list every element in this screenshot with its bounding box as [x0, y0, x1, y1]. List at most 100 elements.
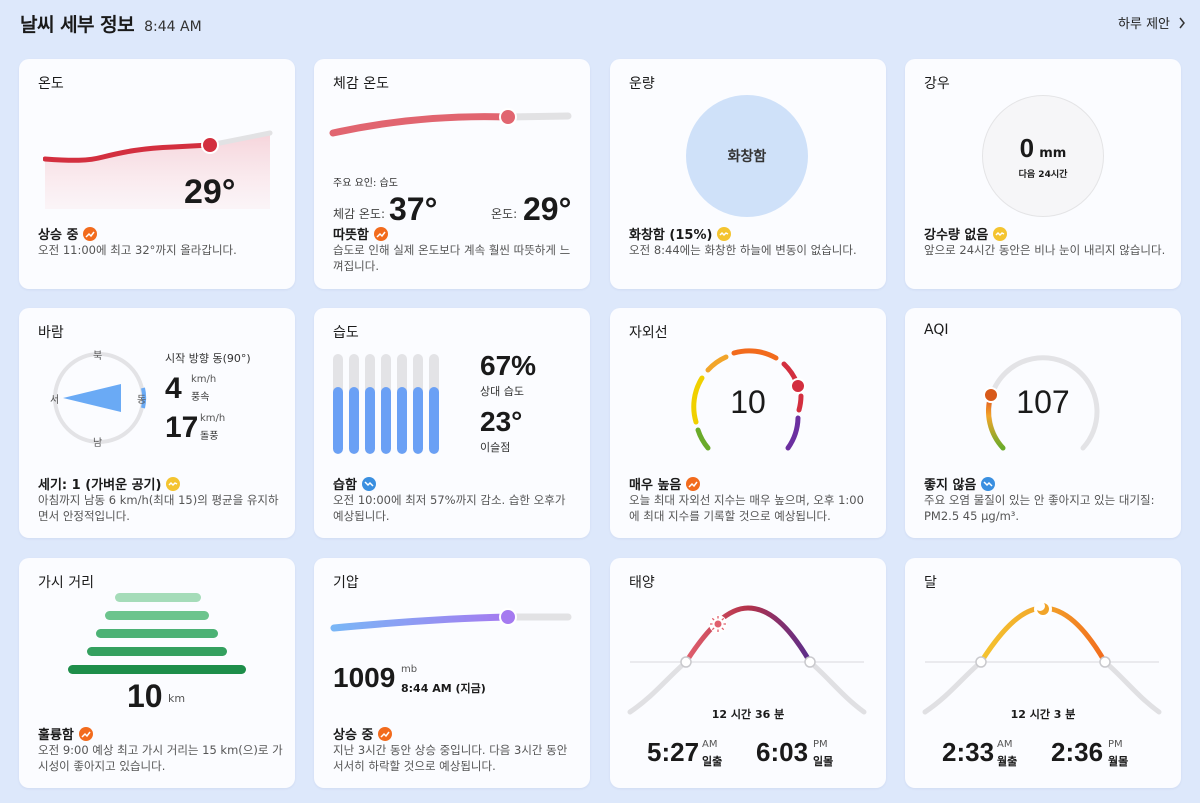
pressure-time: 8:44 AM (지금) [401, 682, 486, 695]
card-title: AQI [924, 322, 949, 338]
moonrise-ampm: AM [997, 739, 1013, 750]
moonset-time: 2:36 [1051, 737, 1104, 767]
humidity-label: 상대 습도 [480, 385, 524, 398]
page-time: 8:44 AM [144, 19, 202, 35]
status-text: 따뜻함 [333, 228, 369, 243]
humidity-bar [397, 354, 407, 454]
sunrise-ampm: AM [702, 739, 718, 750]
description: 앞으로 24시간 동안은 비나 눈이 내리지 않습니다. [924, 243, 1166, 257]
sunset-ampm: PM [813, 739, 828, 750]
precipitation-circle [982, 95, 1104, 217]
description: 오전 9:00 예상 최고 가시 거리는 15 km(으)로 가시성이 좋아지고… [38, 743, 283, 773]
dew-point-label: 이슬점 [480, 441, 511, 454]
precipitation-period: 다음 24시간 [1018, 170, 1068, 180]
temperature-trend-chart [43, 130, 273, 209]
card-title: 기압 [333, 575, 359, 591]
status-text: 상승 중 [38, 228, 79, 243]
humidity-bars [333, 354, 445, 454]
visibility-bars-chart [68, 593, 246, 674]
card-title: 달 [924, 575, 937, 591]
humidity-bar-fill [333, 387, 343, 454]
pressure-unit: mb [401, 664, 418, 675]
moonset-label: 월몰 [1108, 755, 1129, 768]
compass-north-label: 북 [93, 351, 103, 362]
aqi-card[interactable]: AQI 107 좋지 않음 주요 오염 물질이 있는 안 좋아지고 있는 대기질… [905, 308, 1181, 538]
visibility-value: 10 [127, 678, 163, 714]
status-text: 습함 [333, 478, 357, 493]
humidity-bar [413, 354, 423, 454]
daily-suggestion-label: 하루 제안 [1118, 17, 1170, 32]
chevron-right-icon [1179, 17, 1185, 28]
wind-card[interactable]: 바람 북 남 서 동 시작 방향 동(90°) 4 km/h 풍속 17 km/… [19, 308, 295, 538]
steady-icon [717, 226, 732, 241]
temperature-value: 29° [184, 173, 236, 211]
daily-suggestion-link[interactable]: 하루 제안 [1118, 13, 1186, 32]
wind-gust-value: 17 [165, 411, 199, 444]
moonlight-duration: 12 시간 3 분 [1010, 708, 1076, 721]
card-title: 바람 [38, 325, 64, 341]
sun-icon [710, 616, 726, 632]
humidity-value: 67% [480, 350, 537, 381]
sun-card[interactable]: 태양 12 시간 36 분 5:27 AM 일출 6:03 PM 일몰 [610, 558, 886, 788]
status-text: 좋지 않음 [924, 478, 977, 493]
moon-card[interactable]: 달 12 시간 3 분 2:33 AM 월출 2:36 PM 월몰 [905, 558, 1181, 788]
wind-speed-unit: km/h [191, 374, 217, 385]
uv-card[interactable]: 자외선 10 매우 높음 오늘 최대 자외선 지수는 매우 높으며, 오후 1:… [610, 308, 886, 538]
actual-temp-value: 29° [523, 191, 572, 227]
humidity-bar [349, 354, 359, 454]
uv-value: 10 [730, 384, 766, 420]
pressure-value: 1009 [333, 662, 396, 693]
precipitation-amount: 0 mm [982, 133, 1104, 164]
cloud-cover-card[interactable]: 운량 화창함 화창함 (15%) 오전 8:44에는 화창한 하늘에 변동이 없… [610, 59, 886, 289]
cloud-cover-circle: 화창함 [686, 95, 808, 217]
status: 습함 [333, 474, 376, 493]
page-title: 날씨 세부 정보 [20, 14, 135, 36]
compass-south-label: 남 [93, 438, 103, 449]
status: 상승 중 [38, 224, 98, 243]
card-title: 습도 [333, 325, 359, 341]
status-text: 훌륭함 [38, 728, 74, 743]
status: 좋지 않음 [924, 474, 996, 493]
card-title: 온도 [38, 76, 64, 92]
precipitation-card[interactable]: 강우 0 mm 다음 24시간 강수량 없음 앞으로 24시간 동안은 비나 눈… [905, 59, 1181, 289]
humidity-bar [381, 354, 391, 454]
trend-up-icon [373, 226, 388, 241]
status-text: 강수량 없음 [924, 228, 989, 243]
trend-down-icon [361, 476, 376, 491]
sunset-label: 일몰 [813, 755, 834, 768]
card-title: 강우 [924, 76, 950, 92]
pressure-slider [330, 608, 572, 632]
aqi-gauge [983, 355, 1100, 451]
description: 아침까지 남동 6 km/h(최대 15)의 평균을 유지하면서 안정적입니다. [38, 493, 279, 523]
description: 오전 10:00에 최저 57%까지 감소. 습한 오후가 예상됩니다. [333, 493, 566, 523]
visibility-unit: km [168, 692, 186, 705]
card-title: 자외선 [629, 325, 668, 341]
trend-up-icon [378, 726, 393, 741]
feels-like-factor: 주요 요인: 습도 [333, 178, 398, 189]
feels-like-card[interactable]: 체감 온도 주요 요인: 습도 체감 온도: 37° 온도: 29° 따뜻함 습… [314, 59, 590, 289]
uv-gauge [691, 348, 806, 451]
trend-down-icon [981, 476, 996, 491]
status: 따뜻함 [333, 224, 388, 243]
compass-east-label: 동 [137, 395, 147, 406]
humidity-bar [365, 354, 375, 454]
description: 오전 11:00에 최고 32°까지 올라갑니다. [38, 243, 237, 257]
humidity-bar [333, 354, 343, 454]
actual-temp-label: 온도: [491, 207, 518, 221]
steady-icon [993, 226, 1008, 241]
wind-direction: 시작 방향 동(90°) [165, 352, 251, 365]
wind-gust-unit: km/h [200, 413, 226, 424]
moonset-ampm: PM [1108, 739, 1123, 750]
visibility-card[interactable]: 가시 거리 10 km 훌륭함 오전 9:00 예상 최고 가시 거리는 15 … [19, 558, 295, 788]
humidity-bar-fill [381, 387, 391, 454]
humidity-card[interactable]: 습도 67% 상대 습도 23° 이슬점 습함 오전 10:00에 최저 57%… [314, 308, 590, 538]
card-title: 태양 [629, 575, 655, 591]
feels-like-slider [329, 108, 572, 137]
description: 오전 8:44에는 화창한 하늘에 변동이 없습니다. [629, 243, 857, 257]
temperature-card[interactable]: 온도 29° 상승 중 오전 11:00에 최고 32°까지 올라갑니다. [19, 59, 295, 289]
status: 세기: 1 (가벼운 공기) [38, 474, 181, 493]
pressure-card[interactable]: 기압 1009 mb 8:44 AM (지금) 상승 중 지난 3시간 동안 상… [314, 558, 590, 788]
trend-up-icon [78, 726, 93, 741]
feels-like-label: 체감 온도: [333, 207, 386, 221]
humidity-bar-fill [365, 387, 375, 454]
